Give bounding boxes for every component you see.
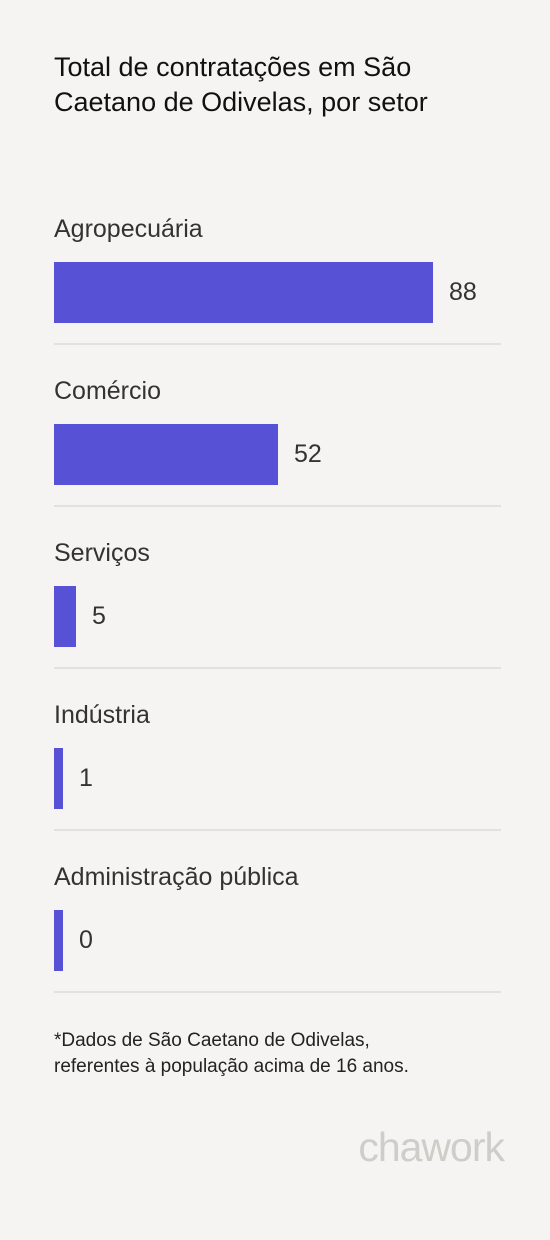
row-divider — [54, 829, 501, 831]
footnote-line-1: *Dados de São Caetano de Odivelas, — [54, 1030, 370, 1051]
row-divider — [54, 991, 501, 993]
bar-value-label: 5 — [92, 602, 106, 630]
category-label: Agropecuária — [54, 215, 203, 243]
category-label: Comércio — [54, 377, 161, 405]
bar-row: Indústria 1 — [54, 686, 501, 848]
bar — [54, 910, 63, 971]
bar-value-label: 0 — [79, 926, 93, 954]
brand-logo: chawork — [316, 1121, 505, 1177]
category-label: Indústria — [54, 701, 150, 729]
bar — [54, 748, 63, 809]
category-label: Administração pública — [54, 863, 299, 891]
row-divider — [54, 343, 501, 345]
bar-row: Comércio 52 — [54, 362, 501, 524]
bar-row: Administração pública 0 — [54, 848, 501, 1010]
row-divider — [54, 667, 501, 669]
bar-value-label: 88 — [449, 278, 477, 306]
bar-row: Agropecuária 88 — [54, 200, 501, 362]
bar — [54, 586, 76, 647]
bar-value-label: 52 — [294, 440, 322, 468]
category-label: Serviços — [54, 539, 150, 567]
bar-row: Serviços 5 — [54, 524, 501, 686]
footnote-line-2: referentes à população acima de 16 anos. — [54, 1056, 409, 1077]
brand-logo-text: chawork — [358, 1124, 505, 1170]
bar — [54, 262, 433, 323]
footnote: *Dados de São Caetano de Odivelas, refer… — [54, 1028, 504, 1080]
row-divider — [54, 505, 501, 507]
bar-chart: Agropecuária 88 Comércio 52 Serviços 5 Indústr… — [54, 200, 501, 1010]
chart-title: Total de contratações em São Caetano de … — [54, 52, 428, 117]
bar — [54, 424, 278, 485]
bar-value-label: 1 — [79, 764, 93, 792]
